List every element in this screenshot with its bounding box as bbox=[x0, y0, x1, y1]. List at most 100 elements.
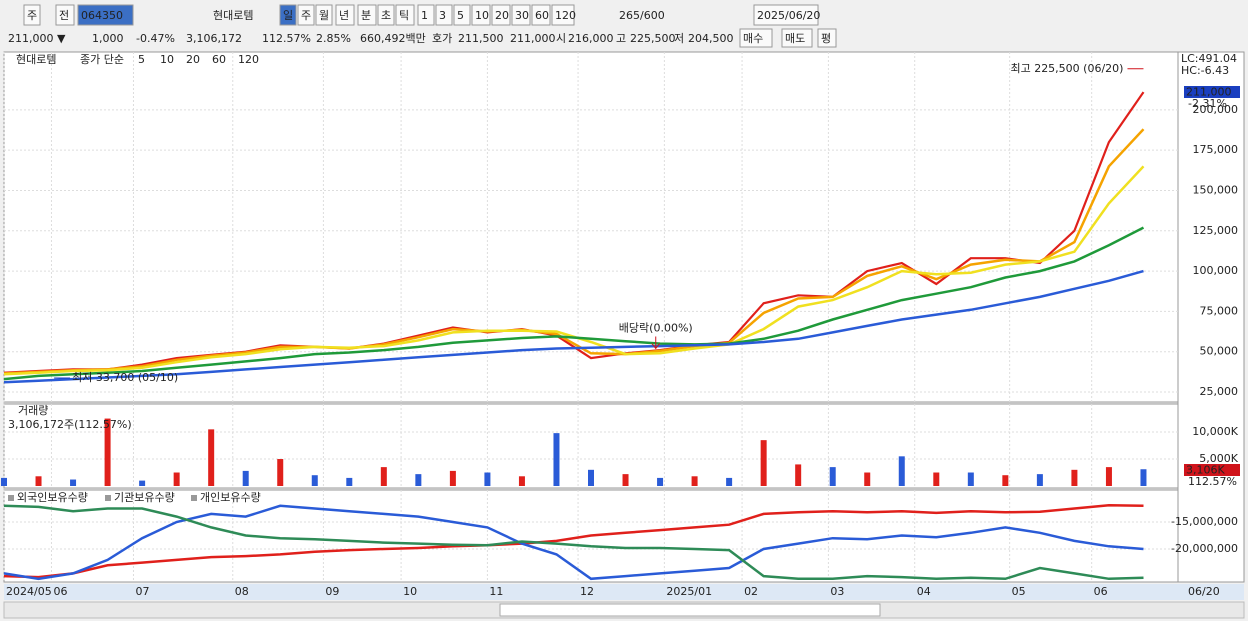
toolbar-button[interactable] bbox=[453, 4, 471, 26]
toolbar-text: 호가 bbox=[432, 32, 452, 45]
x-tick-label: 05 bbox=[1012, 585, 1026, 598]
button-label: 매도 bbox=[785, 32, 805, 45]
toolbar-button[interactable] bbox=[435, 4, 453, 26]
volume-bar bbox=[104, 418, 111, 486]
scroll-thumb[interactable] bbox=[499, 603, 881, 617]
toolbar-text: 저 bbox=[674, 32, 684, 45]
volume-bar bbox=[484, 472, 491, 486]
y-tick-label: 175,000 bbox=[1193, 143, 1239, 156]
right-axis bbox=[1177, 51, 1245, 583]
button-label: 064350 bbox=[81, 9, 123, 22]
button-label: 월 bbox=[319, 9, 329, 22]
toolbar-button[interactable] bbox=[357, 4, 377, 26]
lc-label: LC:491.04 bbox=[1181, 52, 1237, 65]
toolbar-button[interactable] bbox=[23, 4, 41, 26]
hc-label: HC:-6.43 bbox=[1181, 64, 1229, 77]
toolbar-button[interactable] bbox=[55, 4, 75, 26]
volume-bar bbox=[657, 477, 664, 486]
x-tick-label: 06 bbox=[53, 585, 67, 598]
last-price: 211,000 bbox=[1186, 86, 1232, 99]
toolbar-button[interactable] bbox=[511, 4, 531, 26]
toolbar-button[interactable] bbox=[753, 4, 819, 26]
toolbar-button[interactable] bbox=[315, 4, 333, 26]
button-label: 매수 bbox=[743, 32, 763, 45]
toolbar-text: 3,106,172 bbox=[186, 32, 242, 45]
y-tick-label: 10,000K bbox=[1192, 425, 1238, 438]
series-line bbox=[3, 504, 1144, 579]
toolbar-button[interactable] bbox=[781, 28, 813, 48]
volume-bar bbox=[933, 472, 940, 486]
last-change: -2.31% bbox=[1188, 97, 1227, 110]
legend-entry: 120 bbox=[238, 53, 259, 66]
x-tick-label: 03 bbox=[830, 585, 844, 598]
price-panel bbox=[3, 51, 1179, 403]
toolbar-button[interactable] bbox=[739, 28, 773, 48]
series-line bbox=[3, 504, 1144, 581]
toolbar-button[interactable] bbox=[817, 28, 837, 48]
volume-bar bbox=[1002, 475, 1009, 486]
x-end-label: 06/20 bbox=[1188, 585, 1220, 598]
y-tick-label: -20,000,000 bbox=[1171, 542, 1238, 555]
toolbar-text: 고 bbox=[616, 32, 626, 45]
toolbar-text: 211,000 ▼ bbox=[8, 32, 66, 45]
button-label: 년 bbox=[339, 9, 349, 22]
button-label: 분 bbox=[361, 9, 371, 22]
volume-bar bbox=[208, 429, 215, 486]
button-label: 2025/06/20 bbox=[757, 9, 820, 22]
volume-bar bbox=[588, 469, 594, 486]
toolbar-button[interactable] bbox=[471, 4, 491, 26]
ex-dividend-marker bbox=[651, 336, 661, 350]
series-line bbox=[3, 128, 1145, 375]
toolbar-button[interactable] bbox=[335, 4, 355, 26]
toolbar-text: -0.47% bbox=[136, 32, 175, 45]
toolbar-button[interactable] bbox=[551, 4, 575, 26]
y-tick-label: 75,000 bbox=[1200, 304, 1239, 317]
x-tick-label: 06 bbox=[1094, 585, 1108, 598]
x-tick-label: 2025/01 bbox=[666, 585, 712, 598]
volume-bar bbox=[70, 479, 77, 486]
button-label: 주 bbox=[301, 9, 311, 22]
x-tick-label: 12 bbox=[580, 585, 594, 598]
volume-bar bbox=[760, 440, 767, 486]
toolbar-button[interactable] bbox=[377, 4, 395, 26]
y-tick-label: 50,000 bbox=[1200, 345, 1239, 358]
volume-ratio: 112.57% bbox=[1188, 475, 1237, 488]
toolbar-button[interactable] bbox=[297, 4, 315, 26]
button-label: 10 bbox=[475, 9, 489, 22]
x-tick-label: 09 bbox=[325, 585, 339, 598]
toolbar-button[interactable] bbox=[395, 4, 415, 26]
button-label: 전 bbox=[59, 9, 69, 22]
toolbar-button[interactable] bbox=[491, 4, 511, 26]
button-label: 3 bbox=[439, 9, 446, 22]
toolbar-text: 현대로템 bbox=[213, 9, 253, 22]
date-axis bbox=[4, 584, 1244, 600]
last-volume-box bbox=[1184, 464, 1240, 476]
volume-subtitle: 3,106,172주(112.57%) bbox=[8, 418, 132, 431]
button-label: 20 bbox=[495, 9, 509, 22]
toolbar-button[interactable] bbox=[279, 4, 297, 26]
volume-bar bbox=[864, 472, 871, 486]
toolbar-text: 225,500 bbox=[630, 32, 676, 45]
series-line bbox=[3, 269, 1144, 384]
x-tick-label: 08 bbox=[235, 585, 249, 598]
toolbar-button[interactable] bbox=[417, 4, 435, 26]
button-label: 5 bbox=[457, 9, 464, 22]
y-tick-label: 200,000 bbox=[1193, 103, 1239, 116]
volume-bar bbox=[35, 476, 42, 486]
x-tick-label: 07 bbox=[135, 585, 149, 598]
toolbar-button[interactable] bbox=[77, 4, 134, 26]
volume-bar bbox=[380, 467, 387, 486]
last-price-box bbox=[1184, 86, 1240, 98]
series-line bbox=[3, 226, 1145, 381]
x-tick-label: 04 bbox=[917, 585, 931, 598]
toolbar-text: 660,492백만 bbox=[360, 32, 426, 45]
toolbar-text: 216,000 bbox=[568, 32, 614, 45]
button-label: 주 bbox=[27, 9, 37, 22]
volume-bar bbox=[967, 472, 974, 486]
toolbar-text: /600 bbox=[640, 9, 665, 22]
volume-bar bbox=[1036, 474, 1043, 486]
button-label: 120 bbox=[555, 9, 576, 22]
volume-title: 거래량 bbox=[18, 404, 48, 417]
toolbar-button[interactable] bbox=[531, 4, 551, 26]
